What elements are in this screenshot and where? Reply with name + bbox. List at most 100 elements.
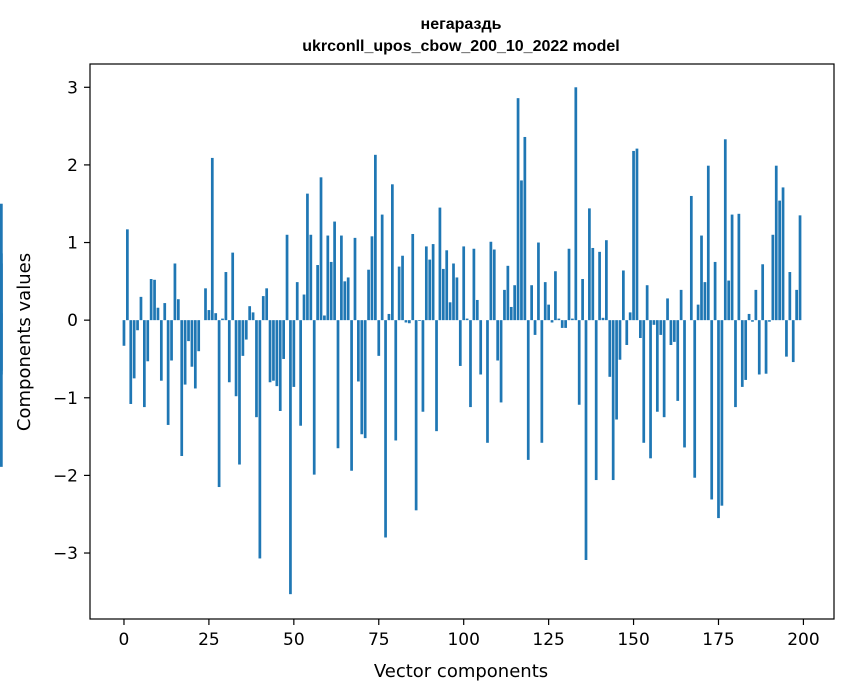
bar xyxy=(166,320,170,425)
bar xyxy=(370,236,374,321)
bar xyxy=(503,289,506,321)
bar-series xyxy=(0,87,802,595)
bar xyxy=(251,312,255,321)
bar xyxy=(727,280,731,321)
bar xyxy=(547,304,550,321)
bar xyxy=(180,320,184,456)
bar xyxy=(173,263,177,321)
bar xyxy=(492,249,496,321)
plot-frame xyxy=(89,63,835,620)
x-tick-label: 25 xyxy=(198,630,220,650)
bar xyxy=(299,320,302,426)
bar xyxy=(333,221,336,321)
bar xyxy=(479,320,483,375)
bar xyxy=(183,320,187,385)
bar xyxy=(272,320,275,381)
bar xyxy=(594,320,598,481)
bar xyxy=(350,320,353,471)
bar xyxy=(156,307,160,321)
bar xyxy=(526,320,530,460)
bar xyxy=(689,195,693,321)
bar xyxy=(452,263,455,321)
x-tick-label: 0 xyxy=(119,630,130,650)
bar xyxy=(424,246,428,321)
bar xyxy=(554,271,557,321)
bar xyxy=(244,320,248,340)
bar xyxy=(720,320,724,506)
bar xyxy=(282,320,285,359)
bar xyxy=(486,320,489,443)
bar xyxy=(340,235,343,321)
x-tick-label: 75 xyxy=(368,630,390,650)
x-tick-label: 200 xyxy=(787,630,819,650)
bar xyxy=(737,213,741,321)
bar xyxy=(241,320,245,356)
bar xyxy=(785,320,788,357)
bar xyxy=(757,320,761,375)
bar xyxy=(224,272,228,321)
bar xyxy=(496,320,500,361)
bar xyxy=(309,234,313,321)
bar xyxy=(622,270,625,321)
bar xyxy=(655,320,659,412)
bar xyxy=(537,242,540,321)
x-tick-label: 50 xyxy=(283,630,305,650)
bar xyxy=(231,252,235,321)
bar xyxy=(0,313,3,321)
bar xyxy=(730,214,734,321)
bar xyxy=(312,320,316,475)
bar xyxy=(363,320,367,439)
bar xyxy=(367,269,370,321)
bar xyxy=(435,320,438,432)
bar xyxy=(564,320,567,328)
bar xyxy=(455,277,459,321)
y-axis-label: Components values xyxy=(14,253,35,431)
bar xyxy=(717,320,720,519)
bar xyxy=(0,253,3,321)
bar xyxy=(278,320,282,411)
y-tick-label: 3 xyxy=(67,78,78,98)
bar xyxy=(421,320,425,412)
bar xyxy=(122,320,126,346)
bar xyxy=(571,318,574,321)
bar xyxy=(683,320,686,448)
bar xyxy=(666,298,669,321)
bar xyxy=(316,265,319,321)
x-axis-label: Vector components xyxy=(374,661,548,682)
bar xyxy=(414,320,418,511)
bar xyxy=(401,255,404,321)
bar xyxy=(584,320,588,560)
bar xyxy=(754,289,758,321)
bar xyxy=(649,320,652,459)
bar xyxy=(357,320,360,382)
bar xyxy=(336,320,340,449)
bar xyxy=(530,285,533,321)
bar xyxy=(696,304,700,321)
bar xyxy=(261,296,265,321)
bar xyxy=(509,306,513,321)
y-tick-label: 2 xyxy=(67,156,78,176)
bar xyxy=(159,320,163,381)
bar xyxy=(774,165,778,321)
bar xyxy=(475,299,479,321)
bar xyxy=(574,87,578,321)
chart-subtitle: ukrconll_upos_cbow_200_10_2022 model xyxy=(302,38,619,55)
bar xyxy=(227,320,231,383)
bar xyxy=(581,279,584,321)
bar xyxy=(798,215,802,321)
bar xyxy=(190,320,194,367)
bar xyxy=(129,320,133,404)
bar xyxy=(635,148,639,321)
bar xyxy=(642,320,646,443)
bar xyxy=(275,320,279,387)
bar xyxy=(255,320,258,418)
bar xyxy=(292,320,296,387)
bar xyxy=(788,272,792,321)
x-tick-label: 150 xyxy=(617,630,649,650)
bar xyxy=(193,320,197,389)
bar xyxy=(513,285,517,321)
bar xyxy=(605,240,608,321)
bar xyxy=(625,320,629,345)
bar xyxy=(768,320,771,322)
